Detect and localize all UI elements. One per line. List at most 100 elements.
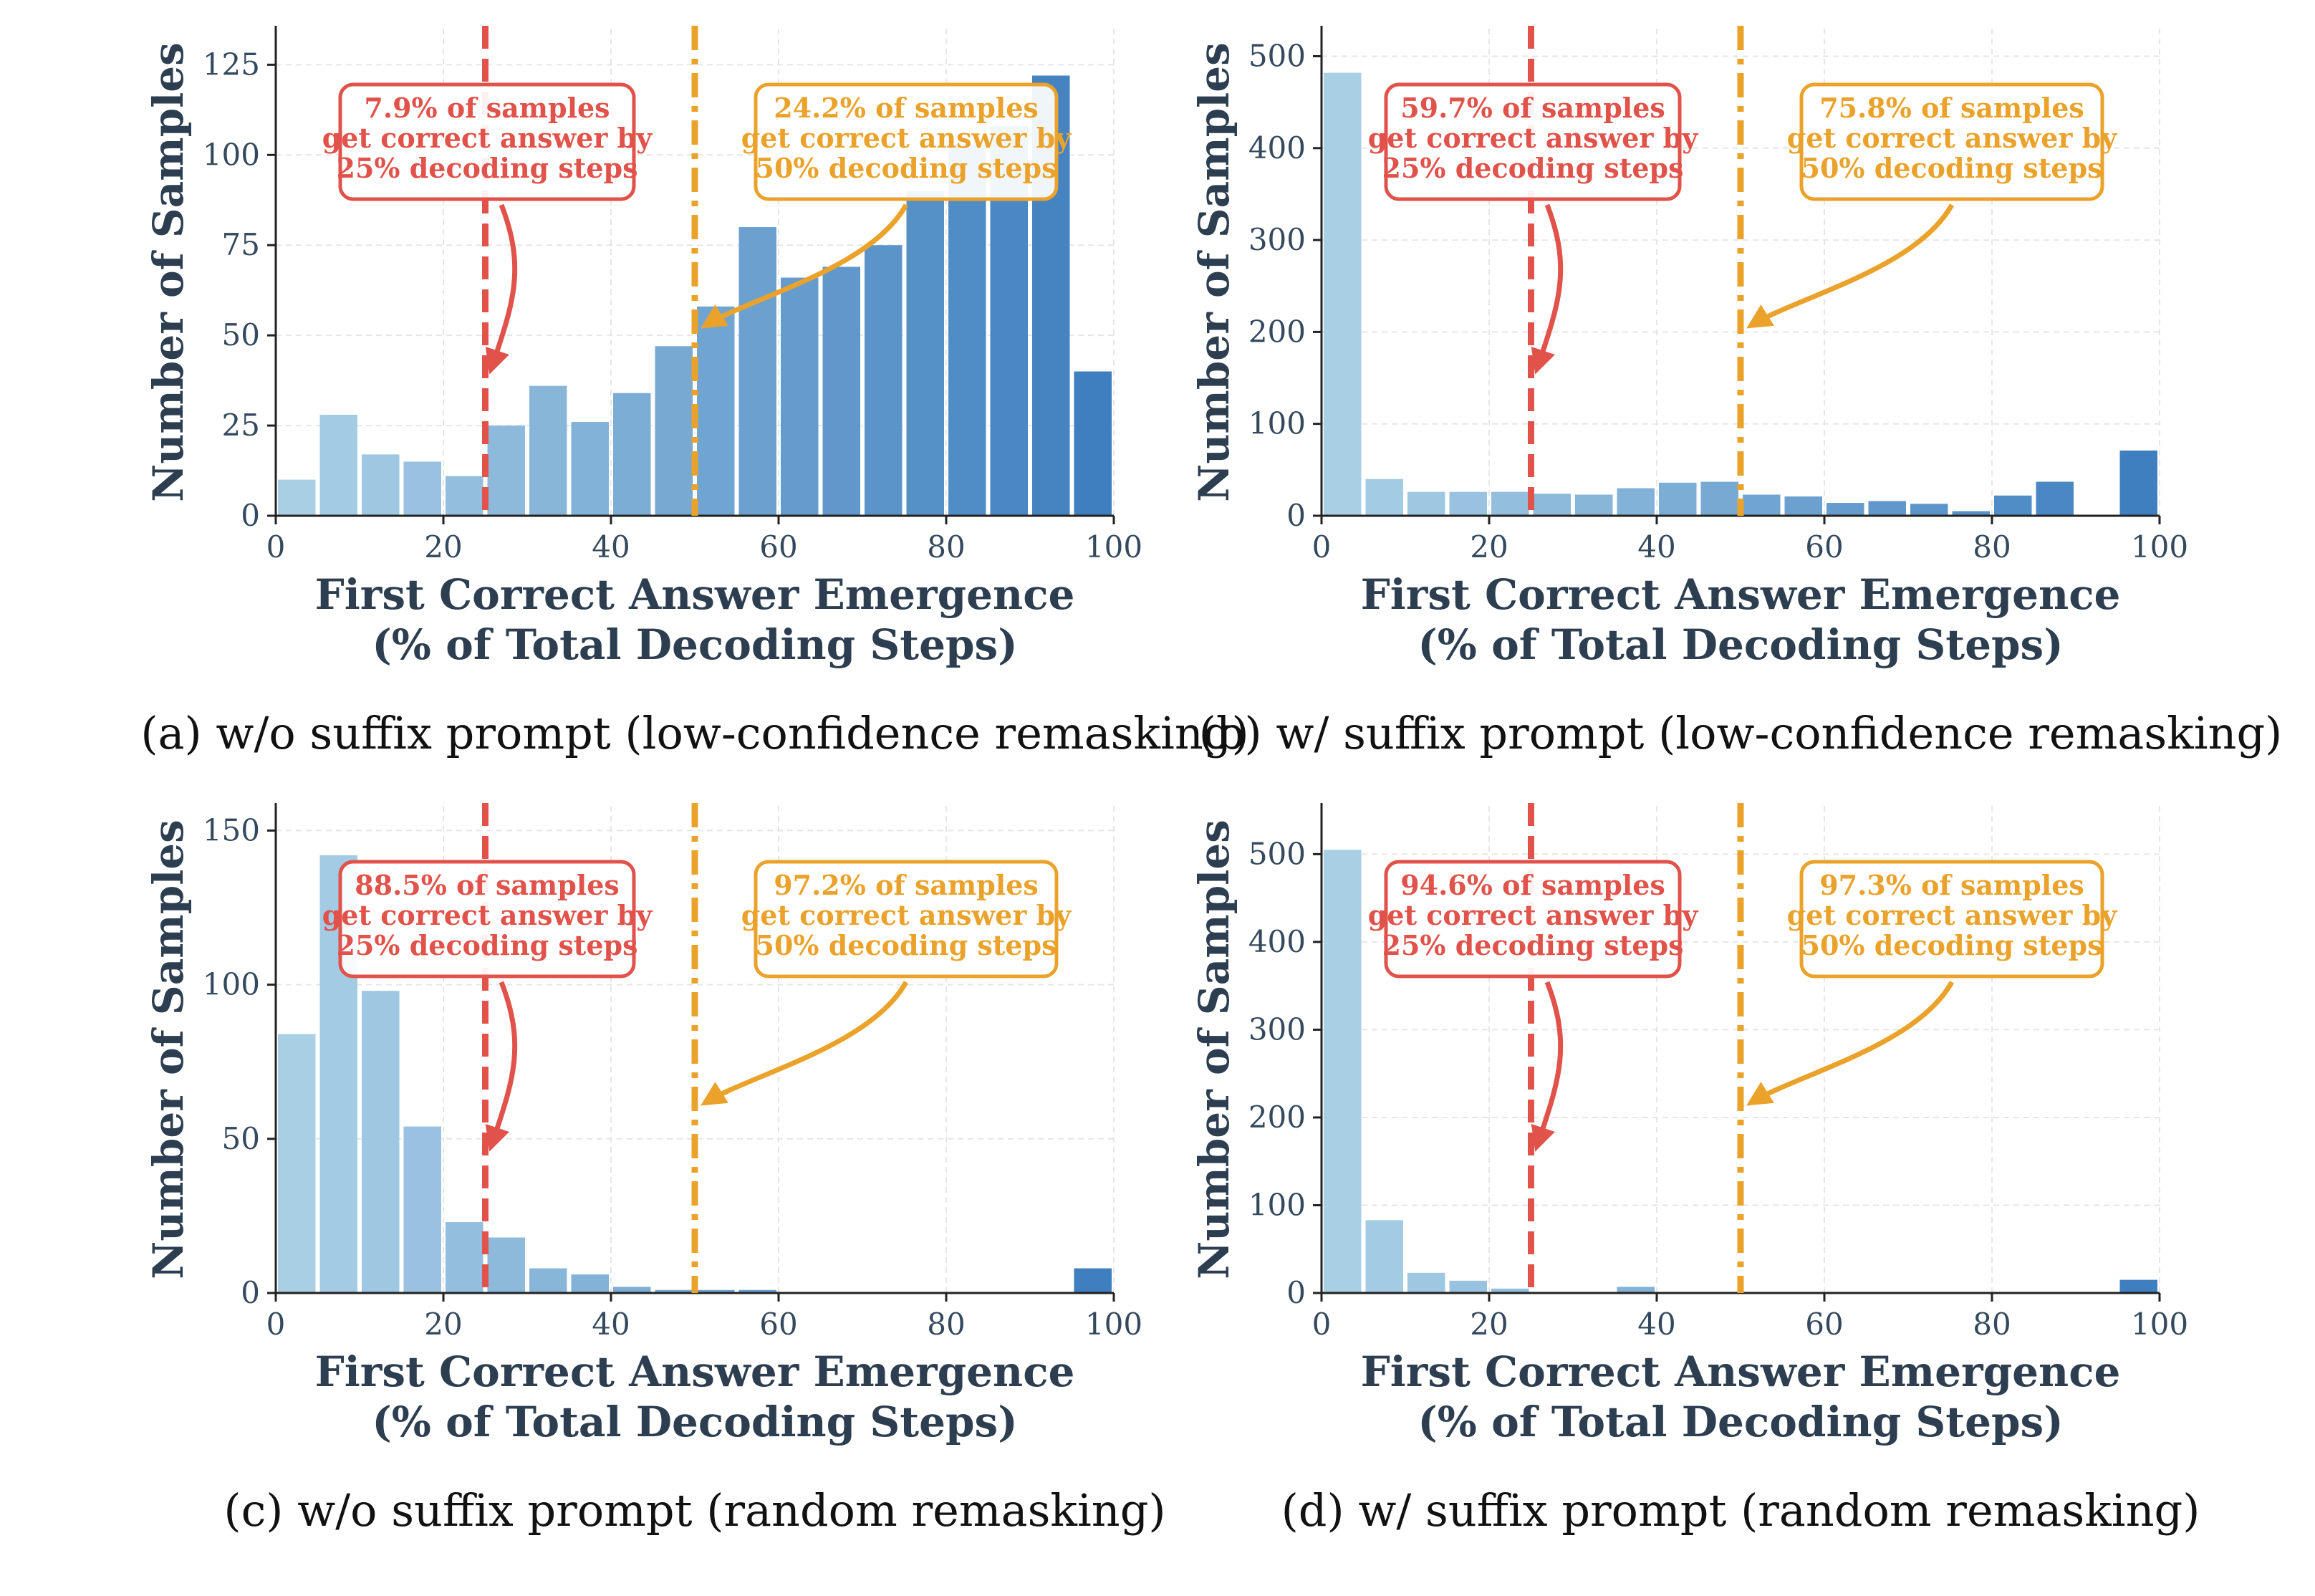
histogram-bar [1575,494,1613,516]
annotation-text: 97.2% of samples [774,869,1039,901]
histogram-bar [1324,72,1362,516]
x-tick-label: 60 [759,529,797,564]
y-tick-label: 0 [1286,498,1306,533]
histogram-bar [655,346,693,516]
histogram-bar [781,277,819,516]
y-tick-label: 150 [203,812,260,847]
histogram-bar [1743,494,1781,516]
panel-caption-c: (c) w/o suffix prompt (random remasking) [223,1484,1165,1537]
histogram-bar [613,393,651,516]
annotation-text: 50% decoding steps [1801,152,2103,184]
histogram-bar [1491,1288,1529,1293]
histogram-bar [613,1287,651,1293]
y-tick-label: 400 [1248,924,1306,959]
annotation-arrow [701,203,909,329]
x-tick-label: 20 [424,1307,462,1342]
x-axis-title: First Correct Answer Emergence [315,1347,1075,1396]
annotation-arrow [1531,981,1564,1152]
x-tick-label: 60 [1805,529,1843,564]
annotation-text: 59.7% of samples [1400,92,1665,124]
histogram-bar [529,1268,567,1293]
annotation-box [1384,860,1682,979]
x-axis-title: First Correct Answer Emergence [1361,1347,2121,1396]
histogram-bar [1074,1268,1112,1293]
x-tick-label: 40 [592,529,630,564]
y-tick-label: 100 [203,967,260,1002]
annotation-arrow [485,981,518,1152]
histogram-bar [403,461,441,516]
y-tick-label: 25 [222,408,260,443]
histogram-bar [571,422,609,516]
y-tick-label: 50 [222,1121,260,1156]
annotation-text: 94.6% of samples [1400,869,1665,901]
x-tick-label: 100 [2131,1307,2188,1342]
annotation-box [338,82,636,201]
annotation-box [1799,82,2104,201]
annotation-text: 88.5% of samples [355,869,620,901]
y-tick-label: 100 [1248,1187,1306,1222]
histogram-bar [529,385,567,516]
annotation-text: 25% decoding steps [1382,152,1684,184]
annotation-text: 25% decoding steps [337,152,638,184]
annotation-text: 7.9% of samples [364,92,610,124]
histogram-bar [1910,504,1948,516]
y-tick-label: 75 [222,227,260,262]
x-tick-label: 80 [1973,529,2011,564]
annotation-text: get correct answer by [1368,899,1699,931]
histogram-bar [2119,1279,2157,1293]
x-tick-label: 80 [1973,1307,2011,1342]
annotation-arrow [1531,203,1564,375]
y-tick-label: 50 [222,317,260,352]
annotation-text: 50% decoding steps [1801,929,2103,961]
annotation-text: get correct answer by [1368,122,1699,154]
histogram-bar [1617,1287,1655,1293]
y-tick-label: 500 [1248,836,1306,871]
histogram-bar [738,1289,776,1293]
annotation-arrow [701,981,909,1106]
histogram-bar [865,245,903,516]
annotation-box [754,860,1059,979]
panel-caption-b: (b) w/ suffix prompt (low-confidence rem… [1199,707,2283,759]
x-axis-title: (% of Total Decoding Steps) [372,1398,1017,1446]
histogram-bar [362,991,400,1293]
chart-panel-b: 0 20 40 60 80 100 0 100 200 300 400 500 First Correc… [1190,26,2282,759]
chart-panel-a: 0 20 40 60 80 100 0 25 50 75 100 125 First Correct A… [140,26,1249,759]
chart-panel-d: 0 20 40 60 80 100 0 100 200 300 400 500 First Correc… [1190,803,2200,1537]
histogram-bar [948,144,986,516]
x-tick-label: 40 [592,1307,630,1342]
histogram-bar [1700,481,1738,516]
histogram-bar [1449,491,1487,516]
annotation-arrow [1746,981,1955,1106]
histogram-bar [1533,494,1571,516]
annotation-text: 50% decoding steps [756,152,1057,184]
histogram-bar [822,266,860,516]
y-tick-label: 300 [1248,1011,1306,1047]
x-tick-label: 60 [1805,1307,1843,1342]
y-tick-label: 300 [1248,222,1306,257]
histogram-bar [1784,496,1822,516]
annotation-text: 25% decoding steps [337,929,638,961]
histogram-bar [697,1289,735,1293]
annotation-text: 24.2% of samples [774,92,1039,124]
annotation-text: 75.8% of samples [1819,92,2084,124]
histogram-bar [1365,479,1403,516]
annotation-text: get correct answer by [322,899,653,931]
histogram-bar [1407,1272,1445,1293]
y-tick-label: 200 [1248,314,1306,349]
x-tick-label: 40 [1637,529,1675,564]
y-axis-title: Number of Samples [144,819,193,1279]
y-axis-title: Number of Samples [1190,819,1238,1279]
y-tick-label: 100 [203,137,260,172]
panel-caption-d: (d) w/ suffix prompt (random remasking) [1281,1484,2200,1537]
histogram-bar [738,227,776,516]
histogram-bar [362,454,400,516]
histogram-bar [697,306,735,516]
histogram-bar [2036,481,2074,516]
histogram-bar [1868,501,1906,516]
annotation-text: get correct answer by [1787,122,2118,154]
y-tick-label: 500 [1248,38,1306,73]
histogram-bar [446,476,483,516]
histogram-bar [1074,371,1112,516]
histogram-bar [1324,850,1362,1293]
